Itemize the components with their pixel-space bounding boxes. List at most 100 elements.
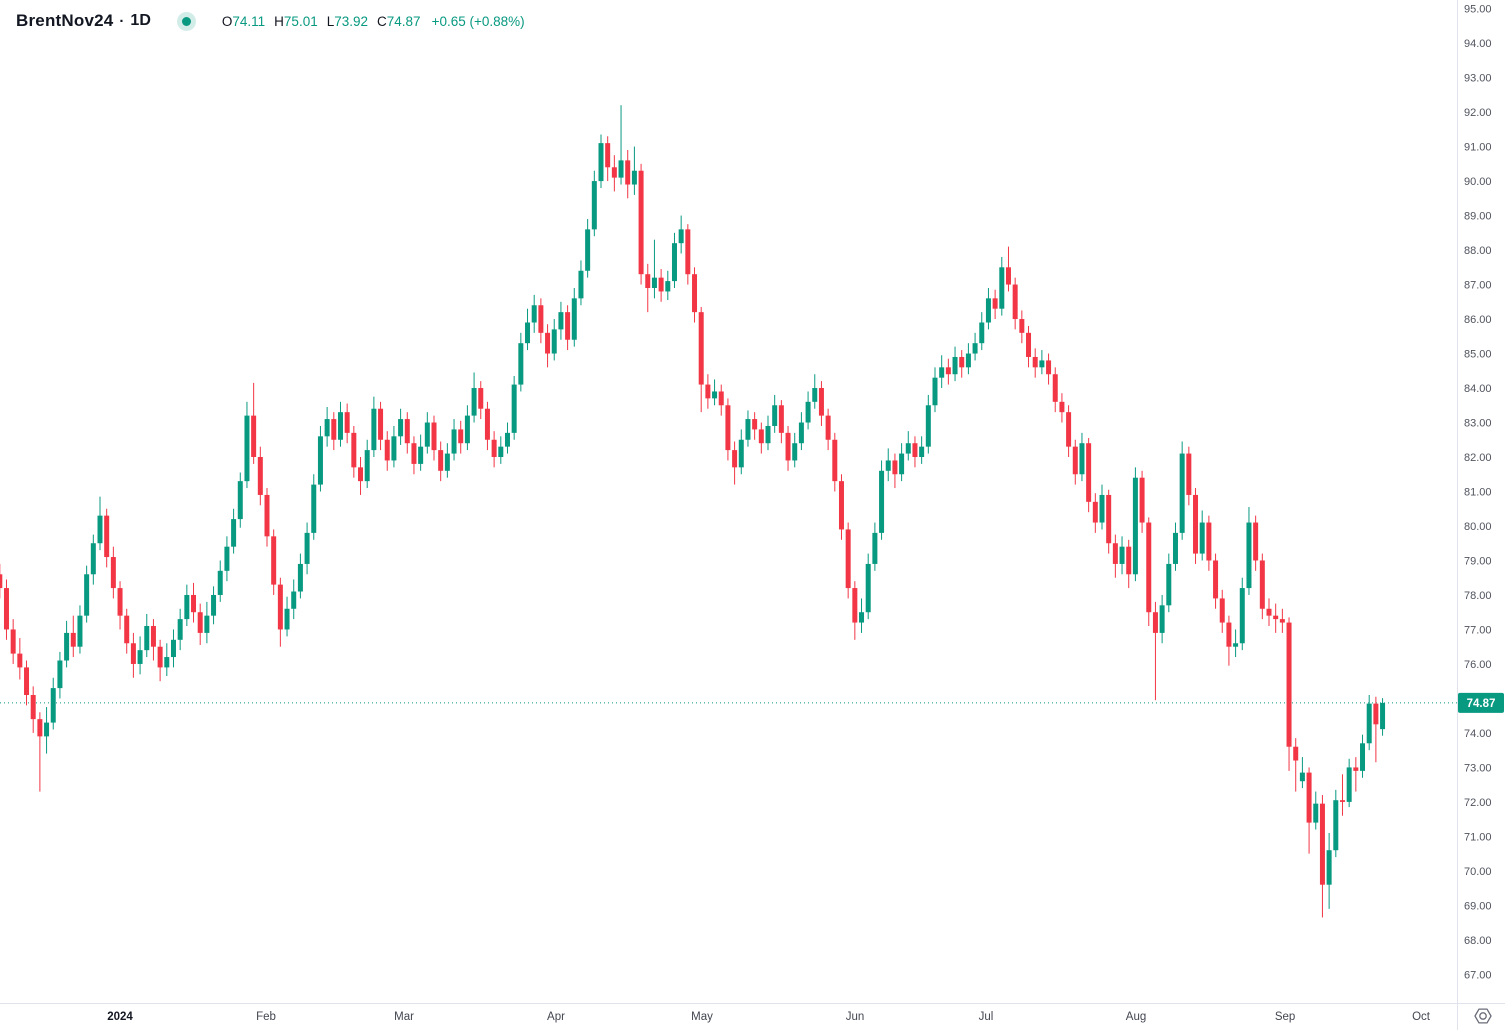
candle[interactable] <box>1019 310 1025 344</box>
candle[interactable] <box>84 565 90 623</box>
candle[interactable] <box>504 422 510 454</box>
candle[interactable] <box>331 412 337 451</box>
candle[interactable] <box>1099 484 1105 530</box>
candle[interactable] <box>1339 774 1345 816</box>
candle[interactable] <box>1253 515 1259 571</box>
candle[interactable] <box>838 474 844 540</box>
candle[interactable] <box>157 639 163 682</box>
candle[interactable] <box>124 608 130 654</box>
candle[interactable] <box>1012 277 1018 330</box>
candle[interactable] <box>531 294 537 333</box>
candle[interactable] <box>585 219 591 278</box>
candle[interactable] <box>1233 629 1239 658</box>
candle[interactable] <box>1119 536 1125 575</box>
candle[interactable] <box>77 605 83 654</box>
candle[interactable] <box>231 508 237 554</box>
candle[interactable] <box>244 401 250 489</box>
candle[interactable] <box>952 346 958 382</box>
candle[interactable] <box>1286 617 1292 771</box>
candle[interactable] <box>438 441 444 482</box>
candle[interactable] <box>905 431 911 461</box>
candle[interactable] <box>104 508 110 568</box>
candle[interactable] <box>999 256 1005 316</box>
candle[interactable] <box>1366 694 1372 751</box>
candle[interactable] <box>818 381 824 426</box>
candle[interactable] <box>985 288 991 330</box>
candle[interactable] <box>444 443 450 478</box>
candle[interactable] <box>484 401 490 451</box>
candle[interactable] <box>1139 470 1145 533</box>
candle[interactable] <box>44 707 50 754</box>
candle[interactable] <box>1032 348 1038 378</box>
interval-label[interactable]: 1D <box>130 12 151 29</box>
candle[interactable] <box>191 582 197 623</box>
candle[interactable] <box>204 601 210 644</box>
candle[interactable] <box>658 269 664 302</box>
candle[interactable] <box>939 355 945 389</box>
candle[interactable] <box>170 629 176 668</box>
candle[interactable] <box>431 415 437 461</box>
candle[interactable] <box>217 560 223 602</box>
candle[interactable] <box>317 425 323 492</box>
candle[interactable] <box>1112 534 1118 578</box>
candle[interactable] <box>1293 738 1299 792</box>
candle[interactable] <box>618 105 624 185</box>
candle[interactable] <box>925 394 931 454</box>
candle[interactable] <box>137 636 143 675</box>
candle[interactable] <box>725 398 731 461</box>
candle[interactable] <box>451 419 457 461</box>
candle[interactable] <box>712 379 718 406</box>
candle[interactable] <box>885 448 891 482</box>
candle[interactable] <box>0 563 3 599</box>
candle[interactable] <box>525 308 531 351</box>
candle[interactable] <box>424 412 430 454</box>
symbol-name[interactable]: BrentNov24 <box>16 11 114 30</box>
candle[interactable] <box>464 405 470 451</box>
candle[interactable] <box>805 391 811 430</box>
candle[interactable] <box>758 422 764 454</box>
candle[interactable] <box>291 579 297 620</box>
candle[interactable] <box>992 289 998 320</box>
candle[interactable] <box>378 401 384 451</box>
candle[interactable] <box>144 613 150 658</box>
candle[interactable] <box>1319 795 1325 918</box>
candle[interactable] <box>70 615 76 658</box>
candle[interactable] <box>879 460 885 540</box>
candle[interactable] <box>591 170 597 237</box>
candle[interactable] <box>678 215 684 254</box>
candle[interactable] <box>1092 493 1098 533</box>
candle[interactable] <box>571 288 577 347</box>
candle[interactable] <box>892 453 898 489</box>
candle[interactable] <box>24 660 30 706</box>
candle[interactable] <box>1246 507 1252 595</box>
candle[interactable] <box>110 546 116 599</box>
candle[interactable] <box>1005 246 1011 292</box>
candle[interactable] <box>284 596 290 637</box>
candle[interactable] <box>611 155 617 192</box>
candle[interactable] <box>812 374 818 409</box>
candle[interactable] <box>872 522 878 571</box>
candle[interactable] <box>1132 467 1138 582</box>
candle[interactable] <box>1259 553 1265 620</box>
candle[interactable] <box>538 298 544 344</box>
candle[interactable] <box>324 406 330 447</box>
candle[interactable] <box>344 403 350 444</box>
candle[interactable] <box>1360 734 1366 778</box>
candle[interactable] <box>351 425 357 478</box>
candle[interactable] <box>979 312 985 351</box>
candle[interactable] <box>237 472 243 528</box>
candle[interactable] <box>865 553 871 620</box>
candle[interactable] <box>972 332 978 361</box>
time-axis[interactable]: 2024 Feb Mar Apr May Jun Jul Aug Sep Oct <box>107 1011 1431 1023</box>
candle[interactable] <box>184 584 190 627</box>
candle[interactable] <box>859 598 865 633</box>
candle[interactable] <box>1380 698 1386 736</box>
price-axis[interactable]: 95.00 94.00 93.00 92.00 91.00 90.00 89.00 88.00… <box>1464 4 1492 982</box>
candle[interactable] <box>1373 696 1379 763</box>
candle[interactable] <box>932 367 938 413</box>
candle[interactable] <box>1052 367 1058 413</box>
candle[interactable] <box>792 432 798 468</box>
candle[interactable] <box>1193 488 1199 564</box>
candle[interactable] <box>1226 615 1232 666</box>
candle[interactable] <box>471 372 477 423</box>
